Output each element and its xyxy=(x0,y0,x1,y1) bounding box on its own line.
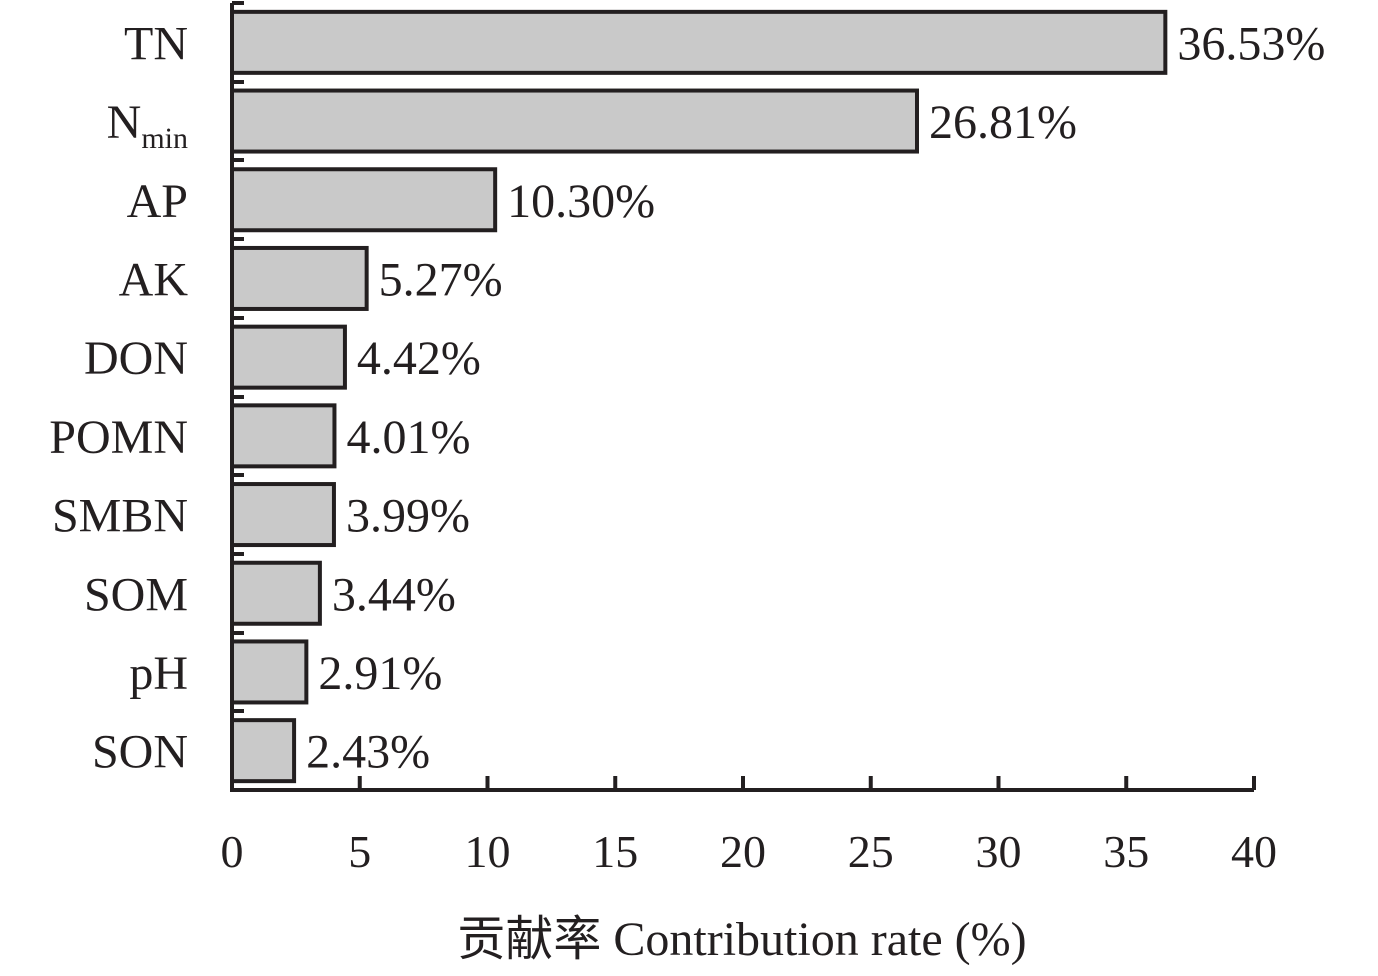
bar-pomn xyxy=(230,403,337,469)
x-tick-label: 15 xyxy=(592,826,638,877)
x-axis-title: 贡献率 Contribution rate (%) xyxy=(457,913,1026,966)
x-tick-label: 35 xyxy=(1103,826,1149,877)
bar-ak xyxy=(230,245,369,311)
bar-ph xyxy=(230,639,309,705)
bar-som xyxy=(230,560,322,626)
category-label: pH xyxy=(129,647,188,700)
bar-son xyxy=(230,718,297,784)
x-tick-label: 20 xyxy=(720,826,766,877)
x-tick-label: 40 xyxy=(1231,826,1277,877)
bar-smbn xyxy=(230,482,336,548)
bar-ap xyxy=(230,167,498,233)
category-label: DON xyxy=(84,332,188,385)
bar-nmin xyxy=(230,88,919,154)
value-label: 3.44% xyxy=(332,568,456,621)
bars-group xyxy=(230,9,1168,784)
value-label: 5.27% xyxy=(379,253,503,306)
x-axis: 0 5 10 15 20 25 30 35 40 xyxy=(221,776,1277,877)
bar-don xyxy=(230,324,347,390)
category-label: SON xyxy=(92,726,188,779)
value-label: 10.30% xyxy=(507,175,655,228)
value-label: 3.99% xyxy=(346,490,470,543)
category-labels-group: TN Nmin AP AK DON POMN SMBN SOM pH SON xyxy=(49,17,188,778)
category-label: TN xyxy=(124,17,188,70)
value-label: 4.42% xyxy=(357,332,481,385)
x-tick-label: 25 xyxy=(848,826,894,877)
x-tick-label: 10 xyxy=(465,826,511,877)
value-labels-group: 36.53% 26.81% 10.30%5.27% 4.42% 4.01% 3.99% 3.… xyxy=(306,17,1325,778)
category-label: Nmin xyxy=(107,96,188,155)
x-tick-label: 30 xyxy=(976,826,1022,877)
value-label: 26.81% xyxy=(929,96,1077,149)
category-label: AK xyxy=(119,253,189,306)
value-label: 4.01% xyxy=(346,411,470,464)
x-tick-label: 5 xyxy=(348,826,371,877)
bar-tn xyxy=(230,9,1168,75)
value-label: 2.43% xyxy=(306,726,430,779)
category-label: AP xyxy=(127,175,188,228)
y-axis xyxy=(230,1,244,792)
value-label: 36.53% xyxy=(1177,17,1325,70)
x-tick-label: 0 xyxy=(221,826,244,877)
category-label: POMN xyxy=(49,411,188,464)
value-label: 2.91% xyxy=(318,647,442,700)
category-label: SMBN xyxy=(52,490,188,543)
category-label: SOM xyxy=(84,568,188,621)
